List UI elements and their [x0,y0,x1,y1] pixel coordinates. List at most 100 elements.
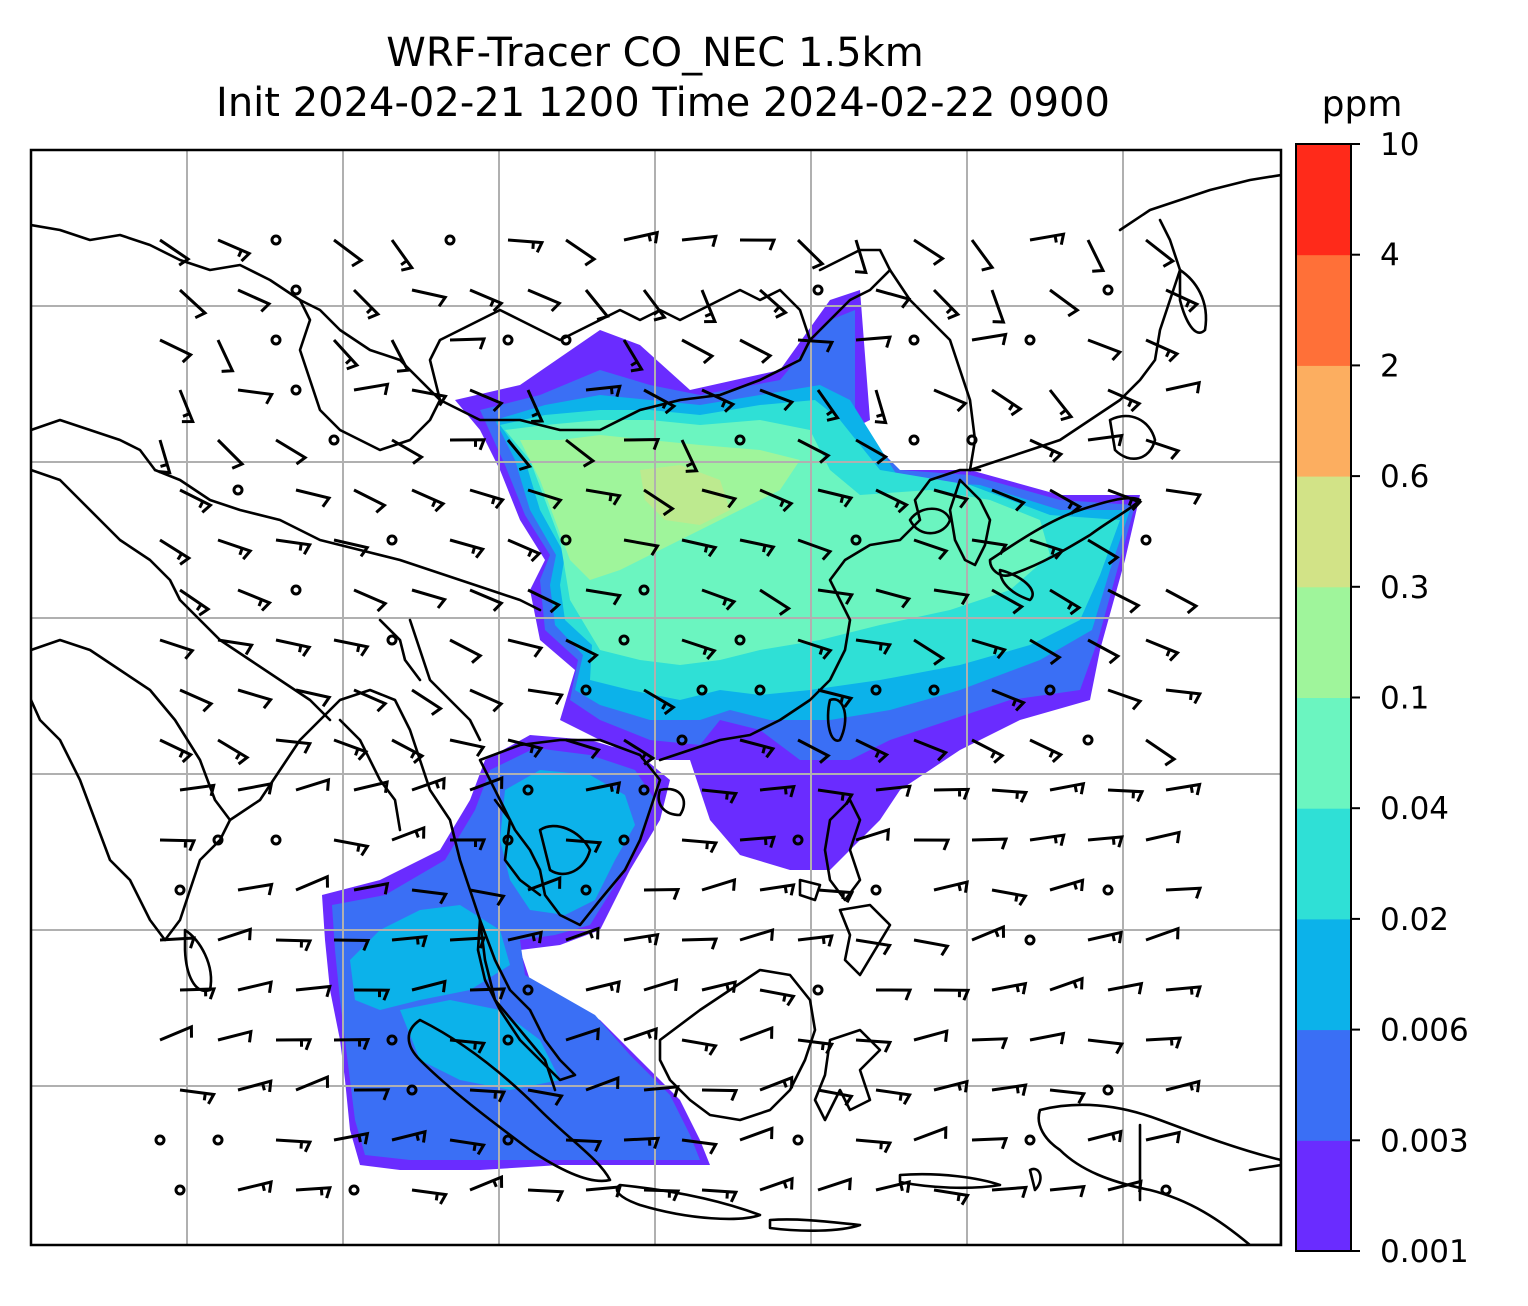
wind-barb [411,488,446,513]
wind-barb [933,880,969,893]
wind-barb [1165,886,1203,899]
wind-barb [933,988,971,1001]
wind-barb [585,384,622,398]
wind-barb [217,738,250,766]
wind-barb [875,588,912,609]
colorbar-tick-label: 4 [1380,238,1400,274]
wind-barb [565,926,600,942]
colorbar-swatch [1296,1029,1351,1141]
calm-wind-marker [502,334,514,346]
wind-barb [971,1037,1009,1050]
calm-wind-marker [522,784,534,796]
wind-barb [179,488,214,514]
calm-wind-marker [618,834,630,846]
tracer-shading [322,290,1140,1170]
wind-barb [681,338,715,365]
wind-barb [179,783,216,797]
wind-barb [739,1126,774,1142]
colorbar-tick-label: 0.003 [1380,1123,1469,1159]
calm-wind-marker [406,1084,418,1096]
wind-barb [623,437,661,451]
wind-barb [817,888,855,903]
wind-barb [701,1088,739,1102]
wind-barb [507,538,542,563]
wind-barb [643,887,681,901]
wind-barb [680,439,699,473]
wind-barb [275,438,308,466]
wind-barb [469,288,504,312]
wind-barb [411,888,449,905]
wind-barb [391,1129,427,1143]
wind-barb [913,838,951,851]
wind-barb [739,738,776,759]
wind-barb [507,238,545,253]
coastlines [31,173,1281,1245]
colorbar-swatch [1296,918,1351,1031]
calm-wind-marker [522,984,534,996]
wind-barb [159,338,194,364]
wind-barb [991,488,1027,512]
wind-barb [584,289,610,322]
wind-barb [1107,588,1141,614]
wind-barb [971,1137,1009,1150]
wind-barb [1029,232,1066,246]
wind-barb [681,234,718,248]
wind-barb [623,738,656,766]
wind-barb [295,984,332,998]
wind-barb [527,488,563,510]
wind-barb [295,777,331,792]
calm-wind-marker [676,734,688,746]
colorbar-tick-label: 0.3 [1380,570,1429,606]
wind-barbs [154,230,1203,1206]
wind-barb [333,838,370,857]
calm-wind-marker [560,534,572,546]
wind-barb [623,1136,661,1149]
wind-barb [797,438,831,464]
wind-barb [797,1038,835,1055]
calm-wind-marker [154,1134,166,1146]
calm-wind-marker [734,634,746,646]
wind-barb [701,588,737,611]
colorbar-frame [1295,143,1352,1252]
calm-wind-marker [270,234,282,246]
wind-barb [622,339,644,373]
wind-barb [1165,488,1203,505]
wind-barb [875,488,910,514]
wind-barb [1029,1031,1066,1045]
wind-barb [739,928,775,942]
wind-barb [971,332,1008,346]
calm-wind-marker [1160,1184,1172,1196]
wind-barb [1107,688,1143,711]
wind-barb [971,738,1005,764]
wind-barb [217,1029,253,1043]
wind-barb [469,688,504,713]
wind-barb [391,438,425,465]
colorbar-tick-label: 0.006 [1380,1013,1469,1049]
wind-barb [1145,438,1181,460]
wind-barb [353,488,388,514]
wind-barb [295,1074,329,1092]
wind-barb [449,1038,487,1054]
wind-barb [391,825,426,842]
wind-barb [332,338,360,371]
colorbar-swatch [1296,1140,1351,1252]
calm-wind-marker [560,334,572,346]
wind-barb [700,289,718,324]
calm-wind-marker [696,684,708,696]
calm-wind-marker [290,284,302,296]
calm-wind-marker [502,1134,514,1146]
wind-barb [527,588,562,614]
wind-barb [1049,488,1083,515]
wind-barb [565,438,596,468]
calm-wind-marker [1102,284,1114,296]
wind-barb [759,784,796,798]
wind-barb [759,1075,794,1092]
wind-barb [1145,926,1180,942]
wind-barb [159,238,191,267]
wind-barb [1049,588,1082,616]
calm-wind-marker [734,434,746,446]
wind-barb [1165,1079,1201,1093]
wind-barb [759,488,794,513]
wind-barb [701,388,736,413]
wind-barb [855,827,891,842]
